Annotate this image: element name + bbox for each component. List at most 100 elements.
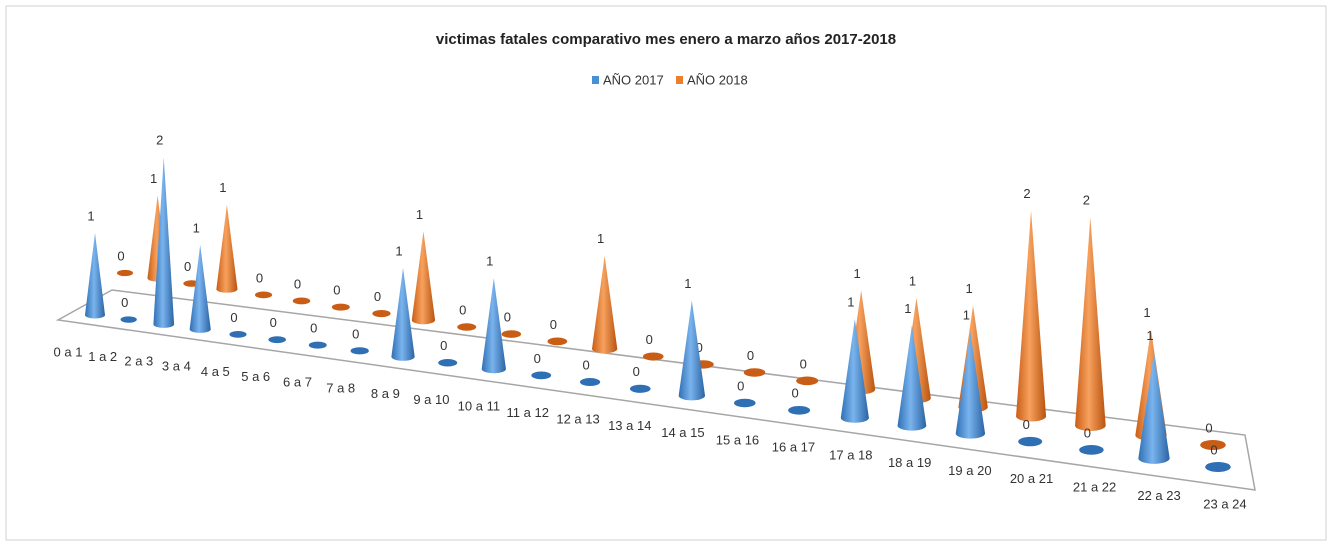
value-label: 0 xyxy=(747,348,754,363)
legend-swatch xyxy=(592,76,599,84)
value-label: 0 xyxy=(800,356,807,371)
value-label: 0 xyxy=(633,364,640,379)
value-label: 1 xyxy=(904,301,911,316)
x-tick-label: 15 a 16 xyxy=(716,432,759,447)
x-tick-label: 22 a 23 xyxy=(1137,488,1180,503)
cone-base xyxy=(254,291,273,299)
cone-base xyxy=(229,330,247,338)
value-label: 0 xyxy=(270,315,277,330)
value-label: 0 xyxy=(310,321,317,336)
cone-base xyxy=(734,398,756,408)
x-tick-label: 0 a 1 xyxy=(54,344,83,359)
cone xyxy=(1138,352,1170,464)
legend-swatch xyxy=(676,76,683,84)
cone xyxy=(153,157,175,328)
value-label: 1 xyxy=(87,208,94,223)
cone xyxy=(411,231,436,325)
cone xyxy=(1016,210,1047,422)
value-label: 0 xyxy=(1023,417,1030,432)
x-tick-label: 12 a 13 xyxy=(556,411,599,426)
cone xyxy=(955,331,986,439)
cone-base xyxy=(268,336,286,344)
cone-base xyxy=(438,358,458,367)
legend-label: AÑO 2018 xyxy=(687,72,748,87)
value-label: 1 xyxy=(909,273,916,288)
value-label: 0 xyxy=(294,276,301,291)
x-tick-label: 16 a 17 xyxy=(772,440,815,455)
value-label: 0 xyxy=(550,317,557,332)
value-label: 1 xyxy=(963,307,970,322)
value-label: 2 xyxy=(156,133,163,148)
value-label: 1 xyxy=(1146,328,1153,343)
value-label: 0 xyxy=(534,351,541,366)
cone-base xyxy=(1018,436,1043,447)
cone xyxy=(85,233,105,319)
value-label: 1 xyxy=(395,243,402,258)
cone-base xyxy=(372,309,391,318)
value-label: 0 xyxy=(374,289,381,304)
cone-base xyxy=(1079,445,1104,455)
value-label: 1 xyxy=(416,207,423,222)
cone-base xyxy=(501,330,522,338)
x-tick-label: 21 a 22 xyxy=(1073,479,1116,494)
value-label: 2 xyxy=(1023,186,1030,201)
value-label: 0 xyxy=(121,295,128,310)
cone xyxy=(391,267,415,361)
value-label: 0 xyxy=(333,283,340,298)
x-tick-label: 2 a 3 xyxy=(124,354,153,369)
cone-base xyxy=(788,405,811,415)
cone-base xyxy=(1205,461,1231,473)
value-label: 1 xyxy=(1143,305,1150,320)
value-label: 0 xyxy=(696,340,703,355)
cone-base xyxy=(531,371,552,380)
value-label: 1 xyxy=(193,220,200,235)
value-label: 1 xyxy=(486,254,493,269)
x-tick-label: 23 a 24 xyxy=(1203,496,1246,511)
cone xyxy=(216,204,238,293)
value-label: 0 xyxy=(352,326,359,341)
cone-base xyxy=(308,341,327,349)
value-label: 0 xyxy=(582,357,589,372)
x-tick-label: 14 a 15 xyxy=(661,425,704,440)
value-label: 0 xyxy=(1205,420,1212,435)
value-label: 0 xyxy=(737,378,744,393)
x-tick-label: 9 a 10 xyxy=(413,392,449,407)
cone-base xyxy=(629,384,651,393)
cone xyxy=(897,325,927,431)
value-label: 2 xyxy=(1083,193,1090,208)
cone-base xyxy=(642,352,664,361)
value-label: 1 xyxy=(847,294,854,309)
legend-label: AÑO 2017 xyxy=(603,72,664,87)
cone-base xyxy=(117,269,133,277)
x-tick-label: 10 a 11 xyxy=(458,398,500,413)
x-tick-label: 8 a 9 xyxy=(371,386,400,401)
cone-base xyxy=(743,368,766,377)
value-label: 0 xyxy=(440,338,447,353)
x-tick-label: 13 a 14 xyxy=(608,418,651,433)
x-tick-label: 7 a 8 xyxy=(326,380,355,395)
value-label: 1 xyxy=(219,180,226,195)
cone xyxy=(1075,217,1106,431)
cone xyxy=(481,278,506,374)
x-tick-label: 19 a 20 xyxy=(948,463,991,478)
x-tick-label: 5 a 6 xyxy=(241,369,270,384)
value-label: 0 xyxy=(230,310,237,325)
value-label: 0 xyxy=(646,332,653,347)
value-label: 0 xyxy=(1210,442,1217,457)
value-label: 0 xyxy=(459,302,466,317)
x-tick-label: 3 a 4 xyxy=(162,359,191,374)
cone-base xyxy=(796,376,819,386)
cone-base xyxy=(547,337,568,346)
value-label: 0 xyxy=(184,259,191,274)
cone xyxy=(189,244,211,333)
chart-title: victimas fatales comparativo mes enero a… xyxy=(436,31,896,48)
cone-base xyxy=(579,378,601,386)
cone-base xyxy=(120,316,137,323)
cone-base xyxy=(1200,439,1226,451)
value-label: 1 xyxy=(854,266,861,281)
cone xyxy=(591,255,618,354)
value-label: 0 xyxy=(117,248,124,263)
value-label: 0 xyxy=(504,310,511,325)
cone xyxy=(840,318,869,423)
